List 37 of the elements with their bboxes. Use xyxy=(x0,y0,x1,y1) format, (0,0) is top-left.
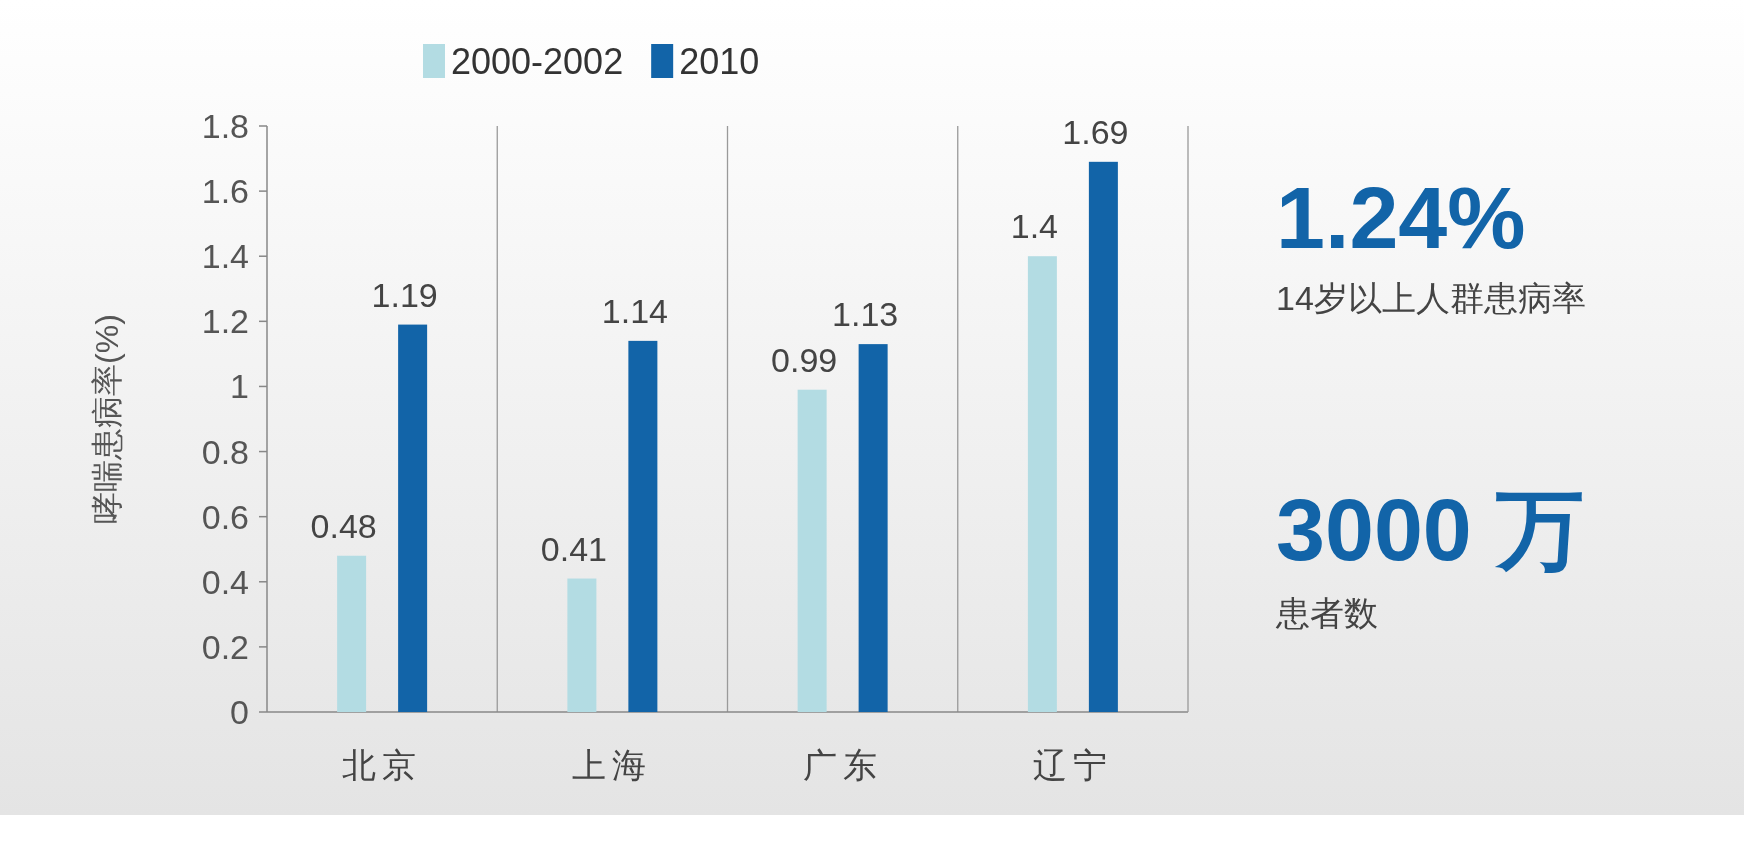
bar xyxy=(797,389,827,712)
data-label: 0.99 xyxy=(771,340,838,379)
data-label: 1.19 xyxy=(371,275,438,314)
y-axis-title: 哮喘患病率(%) xyxy=(89,314,125,524)
x-tick-label: 北京 xyxy=(342,746,423,784)
y-tick-label: 0.4 xyxy=(201,562,249,601)
text: 3000 万 xyxy=(1276,480,1585,579)
x-tick-label: 辽宁 xyxy=(1032,746,1113,784)
y-tick-label: 1.6 xyxy=(201,172,249,211)
legend-label: 2010 xyxy=(679,41,760,82)
bar xyxy=(628,340,658,712)
y-tick-label: 1.8 xyxy=(201,107,249,145)
data-label: 0.48 xyxy=(310,506,377,545)
bar xyxy=(567,578,597,712)
y-tick-label: 1.4 xyxy=(201,237,249,276)
legend-label: 2000-2002 xyxy=(451,41,624,82)
data-label: 1.14 xyxy=(601,291,668,330)
data-label: 0.41 xyxy=(540,529,607,568)
text: 患者数 xyxy=(1275,594,1378,632)
x-tick-label: 广东 xyxy=(802,746,883,784)
text: 1.24% xyxy=(1276,168,1526,267)
data-label: 1.4 xyxy=(1010,207,1059,246)
x-tick-label: 上海 xyxy=(572,746,653,784)
y-tick-label: 0.6 xyxy=(201,497,249,536)
bar xyxy=(398,324,428,712)
bar xyxy=(1027,256,1057,712)
data-label: 1.69 xyxy=(1062,112,1129,151)
bar xyxy=(858,344,888,712)
data-label: 1.13 xyxy=(832,295,899,334)
y-tick-label: 0.2 xyxy=(201,627,249,666)
y-tick-label: 1 xyxy=(230,367,249,406)
y-tick-label: 0 xyxy=(230,693,249,731)
bar xyxy=(1088,161,1118,712)
bar xyxy=(337,555,367,712)
text: 14岁以上人群患病率 xyxy=(1276,279,1586,317)
y-tick-label: 1.2 xyxy=(201,302,249,341)
y-tick-label: 0.8 xyxy=(201,432,249,471)
